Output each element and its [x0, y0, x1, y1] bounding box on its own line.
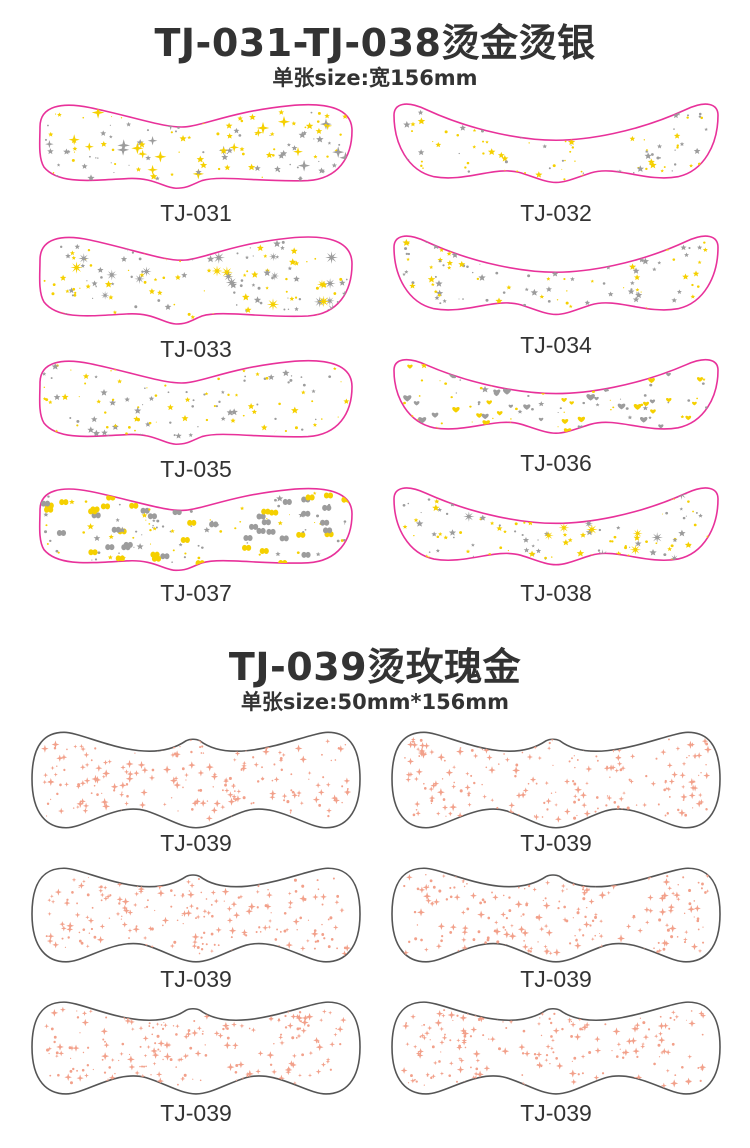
sticker-card-tj-032: TJ-032 [386, 98, 726, 226]
sticker-shape [386, 862, 726, 966]
sticker-outline [394, 104, 718, 182]
sticker-shape [26, 862, 366, 966]
sticker-label: TJ-039 [160, 1100, 232, 1126]
sticker-card-tj-035: TJ-035 [26, 354, 366, 482]
sticker-card-tj-039: TJ-039 [386, 862, 726, 992]
sticker-card-tj-038: TJ-038 [386, 482, 726, 608]
sticker-outline [394, 360, 718, 434]
sticker-shape [26, 996, 366, 1098]
sticker-shape [26, 726, 366, 832]
sticker-shape [386, 482, 726, 576]
sticker-outline [392, 868, 720, 962]
sticker-label: TJ-039 [520, 966, 592, 992]
sticker-outline [32, 868, 360, 962]
sticker-shape [386, 354, 726, 444]
sticker-card-tj-036: TJ-036 [386, 354, 726, 480]
sticker-shape [26, 98, 366, 194]
sticker-outline [40, 489, 352, 571]
sticker-label: TJ-038 [520, 580, 592, 606]
sticker-shape [26, 354, 366, 450]
sticker-card-tj-039: TJ-039 [26, 862, 366, 992]
sticker-label: TJ-031 [160, 200, 232, 226]
sticker-card-tj-031: TJ-031 [26, 98, 366, 226]
sticker-card-tj-037: TJ-037 [26, 482, 366, 608]
sticker-label: TJ-037 [160, 580, 232, 606]
sticker-outline [40, 361, 352, 445]
sticker-card-tj-039: TJ-039 [386, 726, 726, 856]
sticker-outline [392, 732, 720, 827]
sticker-shape [386, 996, 726, 1098]
sticker-outline [32, 1002, 360, 1094]
sticker-card-tj-034: TJ-034 [386, 230, 726, 358]
sticker-label: TJ-039 [160, 830, 232, 856]
sticker-card-tj-039: TJ-039 [26, 996, 366, 1126]
sticker-label: TJ-032 [520, 200, 592, 226]
sticker-label: TJ-039 [520, 1100, 592, 1126]
rose-section-title: TJ-039烫玫瑰金 [228, 645, 522, 689]
sticker-shape [26, 482, 366, 576]
sticker-label: TJ-033 [160, 336, 232, 362]
sticker-shape [386, 230, 726, 326]
sticker-label: TJ-036 [520, 450, 592, 476]
gold-section-subtitle: 单张size:宽156mm [272, 66, 478, 90]
sticker-label: TJ-039 [520, 830, 592, 856]
sticker-card-tj-039: TJ-039 [26, 726, 366, 856]
sticker-label: TJ-039 [160, 966, 232, 992]
sticker-outline [392, 1002, 720, 1094]
sticker-label: TJ-035 [160, 456, 232, 482]
sticker-outline [32, 732, 360, 827]
sticker-outline [40, 105, 352, 189]
rose-section-subtitle: 单张size:50mm*156mm [240, 690, 510, 714]
gold-section-title: TJ-031-TJ-038烫金烫银 [154, 21, 596, 65]
sticker-shape [386, 726, 726, 832]
sticker-card-tj-033: TJ-033 [26, 230, 366, 362]
sticker-shape [26, 230, 366, 330]
sticker-outline [394, 488, 718, 565]
sticker-card-tj-039: TJ-039 [386, 996, 726, 1126]
sticker-label: TJ-034 [520, 332, 592, 358]
sticker-shape [386, 98, 726, 194]
